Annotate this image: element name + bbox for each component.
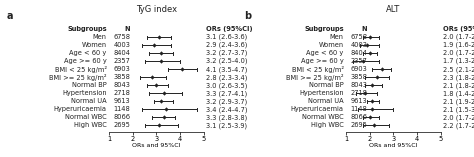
Text: 2357: 2357	[350, 58, 367, 64]
X-axis label: ORs and 95%CI: ORs and 95%CI	[132, 143, 181, 148]
Text: Hyperuricaemia: Hyperuricaemia	[291, 106, 344, 112]
Text: 2.0 (1.7-2.3): 2.0 (1.7-2.3)	[443, 50, 474, 57]
Text: 2.2 (1.7-2.8): 2.2 (1.7-2.8)	[443, 122, 474, 129]
Text: Normal WBC: Normal WBC	[302, 114, 344, 120]
Text: 1.7 (1.3-2.4): 1.7 (1.3-2.4)	[443, 58, 474, 65]
Text: 2357: 2357	[113, 58, 130, 64]
Text: 4003: 4003	[350, 42, 367, 48]
Text: BMI >= 25 kg/m²: BMI >= 25 kg/m²	[49, 74, 107, 81]
Text: 3.1 (2.6-3.6): 3.1 (2.6-3.6)	[206, 34, 247, 40]
Text: Age < 60 y: Age < 60 y	[69, 50, 107, 56]
Text: 8066: 8066	[350, 114, 367, 120]
Text: 3.2 (2.7-3.7): 3.2 (2.7-3.7)	[206, 50, 247, 57]
Text: BMI >= 25 kg/m²: BMI >= 25 kg/m²	[286, 74, 344, 81]
Text: 3.3 (2.7-4.1): 3.3 (2.7-4.1)	[206, 90, 247, 97]
Text: Normal BP: Normal BP	[309, 82, 344, 88]
Text: TyG index: TyG index	[136, 5, 177, 14]
Text: 6758: 6758	[350, 34, 367, 40]
Text: Women: Women	[319, 42, 344, 48]
Text: 3.2 (2.5-4.0): 3.2 (2.5-4.0)	[206, 58, 248, 65]
Text: 2695: 2695	[113, 122, 130, 128]
Text: 2718: 2718	[350, 90, 367, 96]
Text: Hyperuricaemia: Hyperuricaemia	[54, 106, 107, 112]
Text: 9613: 9613	[114, 98, 130, 104]
Text: 2.1 (1.5-3.0): 2.1 (1.5-3.0)	[443, 106, 474, 113]
Text: 2.5 (2.1-2.9): 2.5 (2.1-2.9)	[443, 66, 474, 73]
Text: ORs (95%CI): ORs (95%CI)	[206, 26, 253, 32]
Text: N: N	[125, 26, 130, 32]
Text: Men: Men	[329, 34, 344, 40]
Text: Normal UA: Normal UA	[308, 98, 344, 104]
Text: 2.0 (1.7-2.4): 2.0 (1.7-2.4)	[443, 114, 474, 121]
Text: Age >= 60 y: Age >= 60 y	[301, 58, 344, 64]
Text: 4003: 4003	[113, 42, 130, 48]
Text: 2.1 (1.9-2.4): 2.1 (1.9-2.4)	[443, 98, 474, 105]
Text: 1.9 (1.6-2.4): 1.9 (1.6-2.4)	[443, 42, 474, 49]
Text: 8066: 8066	[113, 114, 130, 120]
Text: 9613: 9613	[351, 98, 367, 104]
Text: 3.0 (2.6-3.5): 3.0 (2.6-3.5)	[206, 82, 247, 89]
Text: Hypertension: Hypertension	[62, 90, 107, 96]
Text: 3.2 (2.9-3.7): 3.2 (2.9-3.7)	[206, 98, 247, 105]
Text: Normal UA: Normal UA	[71, 98, 107, 104]
Text: Age < 60 y: Age < 60 y	[306, 50, 344, 56]
Text: 6758: 6758	[113, 34, 130, 40]
Text: 2.0 (1.7-2.4): 2.0 (1.7-2.4)	[443, 34, 474, 40]
Text: 1.8 (1.4-2.3): 1.8 (1.4-2.3)	[443, 90, 474, 97]
Text: Hypertension: Hypertension	[299, 90, 344, 96]
Text: 2.8 (2.3-3.4): 2.8 (2.3-3.4)	[206, 74, 247, 81]
Text: Age >= 60 y: Age >= 60 y	[64, 58, 107, 64]
Text: 1148: 1148	[351, 106, 367, 112]
Text: 3.4 (2.4-4.7): 3.4 (2.4-4.7)	[206, 106, 248, 113]
Text: Subgroups: Subgroups	[67, 26, 107, 32]
Text: 2718: 2718	[113, 90, 130, 96]
Text: Men: Men	[92, 34, 107, 40]
Text: Women: Women	[82, 42, 107, 48]
Text: 8043: 8043	[113, 82, 130, 88]
Text: 3858: 3858	[350, 74, 367, 80]
Text: Normal BP: Normal BP	[72, 82, 107, 88]
X-axis label: ORs and 95%CI: ORs and 95%CI	[369, 143, 418, 148]
Text: 2.9 (2.4-3.6): 2.9 (2.4-3.6)	[206, 42, 247, 49]
Text: Subgroups: Subgroups	[304, 26, 344, 32]
Text: 2.1 (1.8-2.5): 2.1 (1.8-2.5)	[443, 82, 474, 89]
Text: 2.3 (1.8-2.8): 2.3 (1.8-2.8)	[443, 74, 474, 81]
Text: 6903: 6903	[114, 66, 130, 72]
Text: a: a	[7, 11, 14, 21]
Text: N: N	[362, 26, 367, 32]
Text: b: b	[244, 11, 251, 21]
Text: 3.1 (2.5-3.9): 3.1 (2.5-3.9)	[206, 122, 247, 129]
Text: High WBC: High WBC	[311, 122, 344, 128]
Text: 8404: 8404	[350, 50, 367, 56]
Text: 8043: 8043	[350, 82, 367, 88]
Text: Normal WBC: Normal WBC	[65, 114, 107, 120]
Text: 1148: 1148	[114, 106, 130, 112]
Text: High WBC: High WBC	[74, 122, 107, 128]
Text: 6903: 6903	[351, 66, 367, 72]
Text: 2695: 2695	[350, 122, 367, 128]
Text: ORs (95%CI): ORs (95%CI)	[443, 26, 474, 32]
Text: ALT: ALT	[386, 5, 401, 14]
Text: BMI < 25 kg/m²: BMI < 25 kg/m²	[292, 66, 344, 73]
Text: 4.1 (3.5-4.7): 4.1 (3.5-4.7)	[206, 66, 247, 73]
Text: 8404: 8404	[113, 50, 130, 56]
Text: 3.3 (2.8-3.8): 3.3 (2.8-3.8)	[206, 114, 247, 121]
Text: BMI < 25 kg/m²: BMI < 25 kg/m²	[55, 66, 107, 73]
Text: 3858: 3858	[113, 74, 130, 80]
